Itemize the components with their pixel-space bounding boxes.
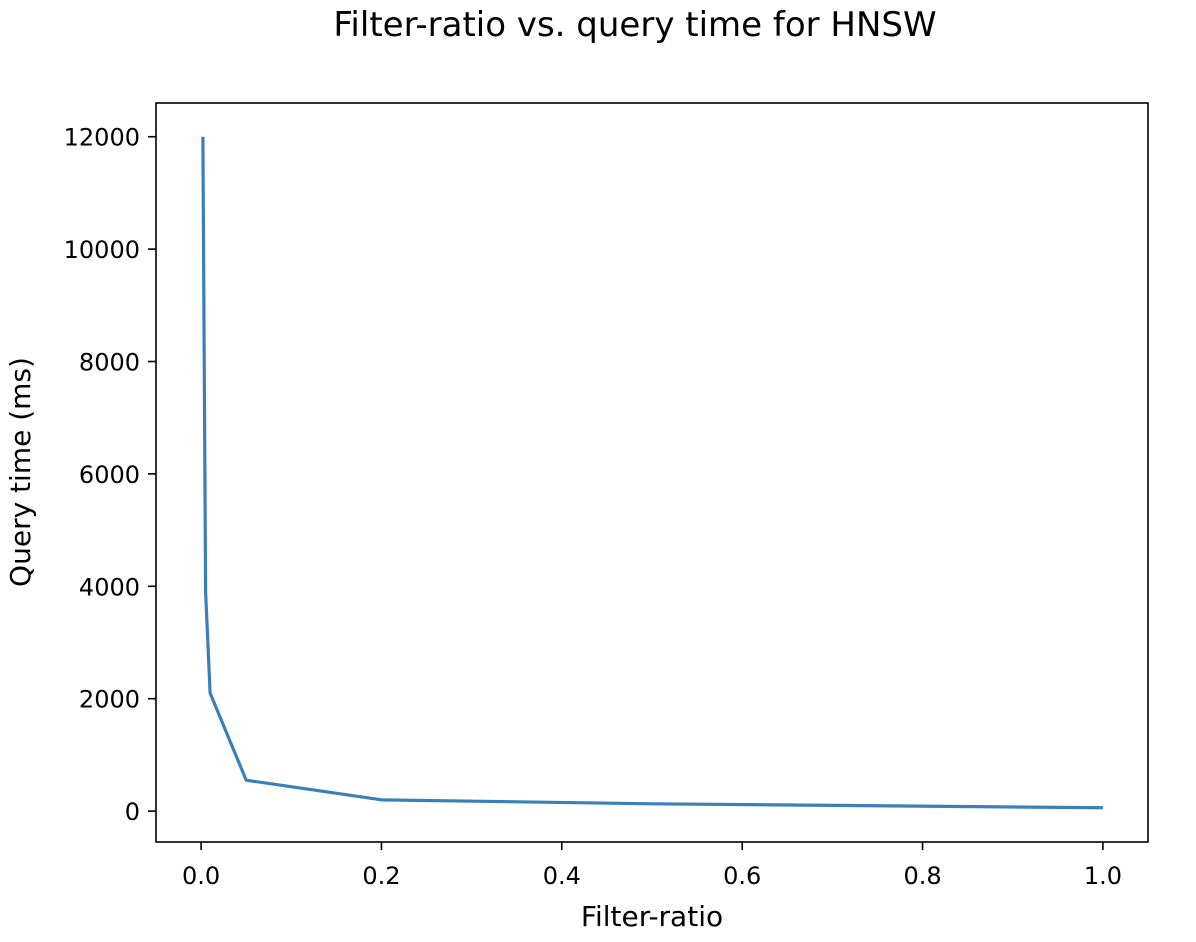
y-tick-label: 6000 [79, 461, 140, 489]
y-axis-label: Query time (ms) [4, 357, 37, 587]
y-tick-label: 4000 [79, 573, 140, 601]
y-tick-label: 12000 [64, 124, 140, 152]
x-tick-label: 0.8 [903, 862, 941, 890]
x-tick-label: 0.6 [723, 862, 761, 890]
plot-area: 0.0 0.2 0.4 0.6 0.8 1.0 0 2000 4000 6000 8000 10000… [64, 102, 1149, 890]
series-line-0 [201, 136, 1103, 810]
x-axis-label: Filter-ratio [581, 900, 723, 933]
y-tick-label: 0 [125, 798, 140, 826]
chart-title: Filter-ratio vs. query time for HNSW [333, 5, 936, 45]
y-tick-label: 10000 [64, 236, 140, 264]
x-tick-label: 0.4 [543, 862, 581, 890]
x-tick-label: 1.0 [1084, 862, 1122, 890]
x-tick-label: 0.0 [182, 862, 220, 890]
y-tick-label: 8000 [79, 349, 140, 377]
y-tick-label: 2000 [79, 686, 140, 714]
x-tick-label: 0.2 [362, 862, 400, 890]
plot-frame [155, 102, 1149, 843]
